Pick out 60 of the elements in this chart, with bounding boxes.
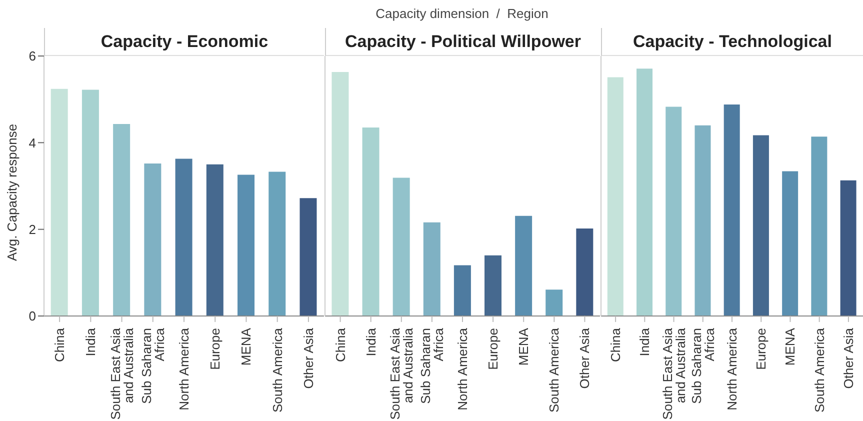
x-tick-label: China: [52, 327, 68, 362]
x-tick-label: South East Asia and Australia: [108, 327, 136, 420]
bar: [636, 68, 653, 316]
y-tick-label: 0: [28, 308, 36, 324]
bar: [392, 178, 410, 316]
bar: [782, 171, 798, 316]
bar: [113, 124, 130, 316]
y-tick-label: 2: [28, 222, 36, 237]
bar: [546, 290, 563, 316]
x-tick-label: South America: [270, 327, 285, 413]
x-tick-label: India: [363, 327, 378, 356]
bar: [82, 90, 99, 316]
text: Capacity dimension / Region: [374, 6, 550, 21]
chart-title: Capacity - Technological: [601, 28, 863, 56]
y-tick-label: 6: [28, 48, 36, 64]
bar: [238, 174, 255, 316]
chart-title: Capacity - Political Willpower: [325, 28, 600, 56]
x-tick-label: MENA: [782, 328, 798, 366]
x-tick-label: Europe: [208, 328, 223, 370]
bar: [484, 255, 502, 316]
x-tick-label: South America: [546, 327, 562, 413]
x-tick-label: South East Asia and Australia: [387, 327, 416, 420]
x-tick-label: India: [83, 327, 98, 356]
bar: [206, 164, 224, 316]
bar: [50, 88, 68, 316]
bar: [607, 77, 624, 316]
bar: [576, 228, 594, 316]
x-tick-label: South America: [812, 327, 827, 413]
x-tick-label: Other Asia: [577, 327, 592, 389]
x-tick-label: Other Asia: [840, 327, 856, 389]
bar: [175, 158, 192, 316]
bar: [454, 265, 471, 316]
bar: [268, 172, 286, 316]
bar: [724, 104, 740, 316]
bar: [144, 163, 162, 316]
x-tick-label: Europe: [486, 328, 501, 370]
x-tick-label: North America: [176, 327, 192, 410]
chart-title: Capacity - Economic: [44, 28, 324, 56]
bar: [332, 72, 349, 316]
bar: [752, 135, 769, 316]
x-tick-label: China: [608, 327, 624, 362]
x-tick-label: India: [637, 327, 652, 356]
x-tick-label: MENA: [238, 328, 254, 366]
x-tick-label: China: [332, 327, 348, 362]
bar: [515, 216, 532, 316]
y-tick-label: 4: [28, 135, 36, 150]
bar: [300, 198, 317, 316]
x-tick-label: Other Asia: [300, 327, 316, 389]
x-tick-label: South East Asia and Australia: [660, 327, 688, 420]
y-axis-title: Avg. Capacity response: [4, 124, 20, 261]
bar: [423, 222, 440, 316]
bar: [840, 180, 856, 316]
x-tick-label: Europe: [754, 328, 769, 370]
bar: [666, 106, 682, 316]
x-tick-label: North America: [455, 327, 470, 410]
bar: [811, 136, 828, 316]
x-tick-label: North America: [724, 327, 740, 410]
x-tick-label: MENA: [516, 328, 532, 366]
bar: [694, 125, 711, 316]
bar: [362, 128, 380, 316]
